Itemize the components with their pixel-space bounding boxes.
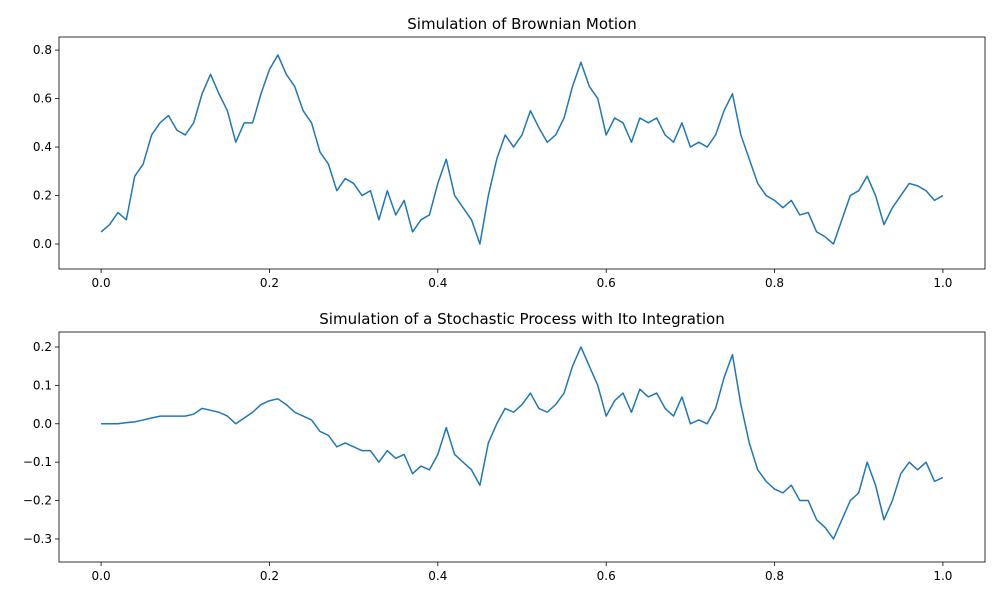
x-tick-label: 1.0 (933, 569, 952, 583)
x-tick-label: 0.8 (765, 569, 784, 583)
y-tick-label: 0.6 (33, 92, 52, 106)
x-tick-label: 1.0 (933, 276, 952, 290)
axes-frame (58, 331, 986, 563)
x-tick-label: 0.8 (765, 276, 784, 290)
x-tick-label: 0.0 (92, 276, 111, 290)
y-tick-label: 0.1 (33, 378, 52, 392)
y-tick-label: −0.2 (23, 494, 52, 508)
y-tick-label: 0.8 (33, 43, 52, 57)
x-tick-label: 0.6 (597, 569, 616, 583)
y-tick-label: 0.2 (33, 340, 52, 354)
data-line (101, 346, 944, 540)
data-line (100, 54, 944, 245)
y-tick-label: 0.2 (33, 189, 52, 203)
x-tick-label: 0.4 (428, 276, 447, 290)
x-tick-label: 0.6 (597, 276, 616, 290)
y-tick-label: −0.1 (23, 455, 52, 469)
x-tick-label: 0.0 (92, 569, 111, 583)
y-tick-label: 0.4 (33, 140, 52, 154)
y-tick-label: −0.3 (23, 532, 52, 546)
chart-title: Simulation of a Stochastic Process with … (319, 310, 724, 328)
chart-title: Simulation of Brownian Motion (407, 15, 636, 33)
y-tick-label: 0.0 (33, 237, 52, 251)
x-tick-label: 0.2 (260, 276, 279, 290)
y-tick-label: 0.0 (33, 417, 52, 431)
axes-frame (58, 36, 986, 270)
x-tick-label: 0.2 (260, 569, 279, 583)
x-tick-label: 0.4 (428, 569, 447, 583)
